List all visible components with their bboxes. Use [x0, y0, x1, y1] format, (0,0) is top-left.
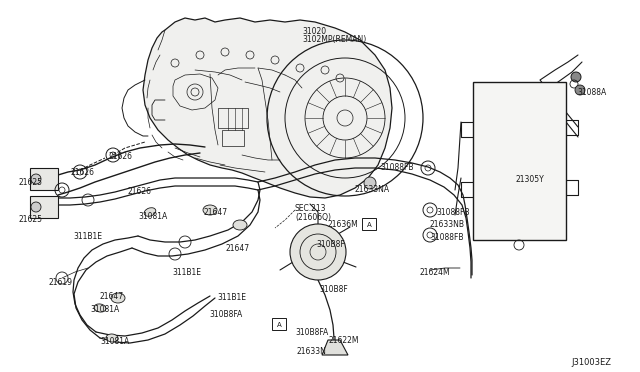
Ellipse shape: [144, 208, 156, 216]
Text: 3102MP(REMAN): 3102MP(REMAN): [302, 35, 366, 44]
Text: 311B1E: 311B1E: [217, 293, 246, 302]
Bar: [272, 318, 286, 330]
Text: 21625: 21625: [18, 215, 42, 224]
Circle shape: [571, 72, 581, 82]
Text: 31088FB: 31088FB: [380, 163, 413, 172]
Text: 21619: 21619: [48, 278, 72, 287]
Text: 21647: 21647: [204, 208, 228, 217]
Circle shape: [31, 174, 41, 184]
Bar: [473, 82, 566, 240]
Circle shape: [575, 85, 585, 95]
Text: 31088A: 31088A: [577, 88, 606, 97]
Text: 21647: 21647: [99, 292, 123, 301]
Ellipse shape: [203, 205, 217, 215]
Polygon shape: [143, 18, 392, 198]
Text: J31003EZ: J31003EZ: [571, 358, 611, 367]
Text: 310B8FA: 310B8FA: [209, 310, 243, 319]
Text: 31081A: 31081A: [90, 305, 119, 314]
Circle shape: [290, 224, 346, 280]
Circle shape: [364, 177, 376, 189]
Bar: [30, 196, 58, 218]
Text: 21626: 21626: [127, 187, 151, 196]
Text: A: A: [276, 322, 282, 328]
Text: 310B8F: 310B8F: [316, 240, 345, 249]
Text: 311B1E: 311B1E: [73, 232, 102, 241]
Text: 21622M: 21622M: [329, 336, 360, 345]
Bar: [218, 108, 248, 128]
Text: 31020: 31020: [302, 27, 326, 36]
Ellipse shape: [106, 334, 118, 342]
Bar: [222, 130, 244, 146]
Ellipse shape: [94, 304, 106, 312]
Ellipse shape: [233, 220, 247, 230]
Text: 31081A: 31081A: [138, 212, 167, 221]
Text: 21625: 21625: [18, 178, 42, 187]
Text: 21626: 21626: [70, 168, 94, 177]
Text: 311B1E: 311B1E: [172, 268, 201, 277]
Text: A: A: [367, 222, 371, 228]
Text: 21624M: 21624M: [420, 268, 451, 277]
Text: 21636M: 21636M: [328, 220, 359, 229]
Polygon shape: [322, 340, 348, 355]
Text: 21647: 21647: [225, 244, 249, 253]
Bar: [30, 168, 58, 190]
Text: 21626: 21626: [108, 152, 132, 161]
Text: 31088FB: 31088FB: [430, 233, 463, 242]
Text: 21633N: 21633N: [297, 347, 327, 356]
Text: 310B8FA: 310B8FA: [295, 328, 328, 337]
Circle shape: [31, 202, 41, 212]
Text: 21633NB: 21633NB: [430, 220, 465, 229]
Bar: [362, 218, 376, 230]
Text: 21633NA: 21633NA: [355, 185, 390, 194]
Text: 31088FB: 31088FB: [436, 208, 470, 217]
Ellipse shape: [111, 293, 125, 303]
Text: 21305Y: 21305Y: [516, 175, 545, 184]
Text: (21606Q): (21606Q): [295, 213, 331, 222]
Text: 31081A: 31081A: [100, 337, 129, 346]
Text: SEC.213: SEC.213: [295, 204, 326, 213]
Text: 310B8F: 310B8F: [319, 285, 348, 294]
